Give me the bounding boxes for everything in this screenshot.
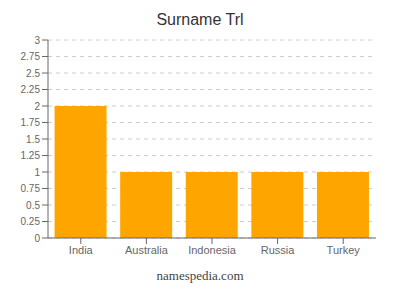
svg-text:1.75: 1.75 (21, 117, 41, 128)
svg-text:1.25: 1.25 (21, 150, 41, 161)
svg-text:India: India (69, 244, 94, 256)
svg-text:2.5: 2.5 (26, 68, 40, 79)
svg-text:Russia: Russia (261, 244, 296, 256)
svg-text:2.75: 2.75 (21, 51, 41, 62)
svg-text:Australia: Australia (125, 244, 169, 256)
svg-text:0.25: 0.25 (21, 216, 41, 227)
svg-text:0: 0 (34, 233, 40, 244)
svg-text:0.5: 0.5 (26, 200, 40, 211)
svg-text:2.25: 2.25 (21, 84, 41, 95)
svg-text:1: 1 (34, 167, 40, 178)
svg-text:1.5: 1.5 (26, 134, 40, 145)
svg-text:Indonesia: Indonesia (188, 244, 237, 256)
html-text:namespedia.com: namespedia.com (156, 268, 244, 283)
html-text:Surname Trl: Surname Trl (156, 11, 244, 28)
svg-text:Turkey: Turkey (327, 244, 361, 256)
svg-text:2: 2 (34, 101, 40, 112)
svg-text:3: 3 (34, 35, 40, 46)
svg-text:0.75: 0.75 (21, 183, 41, 194)
